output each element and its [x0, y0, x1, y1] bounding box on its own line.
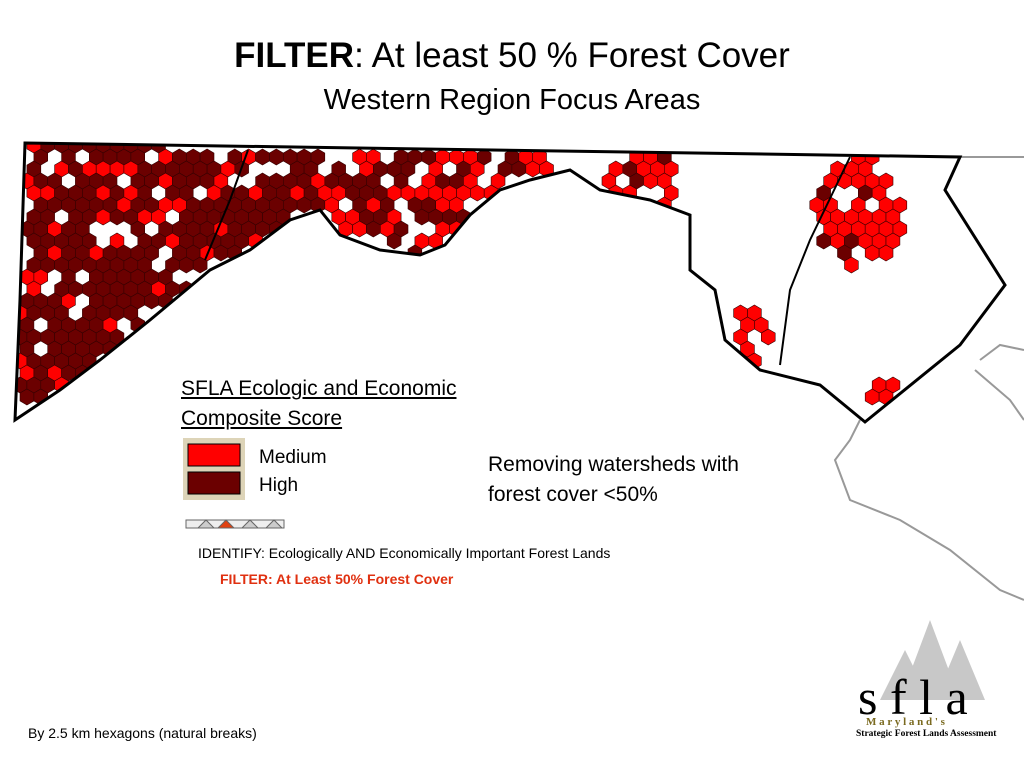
hexagon: [386, 232, 402, 250]
neighbor-outlines: [833, 156, 1024, 601]
footer: By 2.5 km hexagons (natural breaks): [28, 725, 257, 741]
hexagon: [255, 148, 270, 166]
subtitle: Western Region Focus Areas: [323, 84, 701, 116]
hexagon: [192, 256, 208, 274]
hexagon: [844, 256, 859, 274]
logo-letters: s f l a: [858, 669, 968, 725]
region-outline: [13, 141, 1007, 424]
logo-trees: [880, 620, 985, 700]
hexagon: [878, 244, 894, 262]
filter: FILTER: At Least 50% Forest Cover: [220, 571, 454, 587]
legend-labels: Medium High: [259, 447, 327, 496]
logo-name: Strategic Forest Lands Assessment: [856, 729, 997, 739]
county-lines: [204, 149, 851, 366]
scale-bar: [185, 519, 285, 529]
legend-title: SFLA Ecologic and Economic Composite Scor…: [181, 377, 457, 430]
hexagon: [269, 148, 284, 166]
hexagon: [760, 328, 776, 346]
identify: IDENTIFY: Ecologically AND Economically …: [198, 545, 611, 561]
title: FILTER: At least 50 % Forest Cover: [234, 36, 790, 75]
logo-state: M a r y l a n d ' s: [866, 716, 945, 728]
legend-swatches: [183, 438, 245, 500]
hexagons: [15, 143, 908, 406]
note: Removing watersheds with forest cover <50…: [488, 453, 739, 506]
